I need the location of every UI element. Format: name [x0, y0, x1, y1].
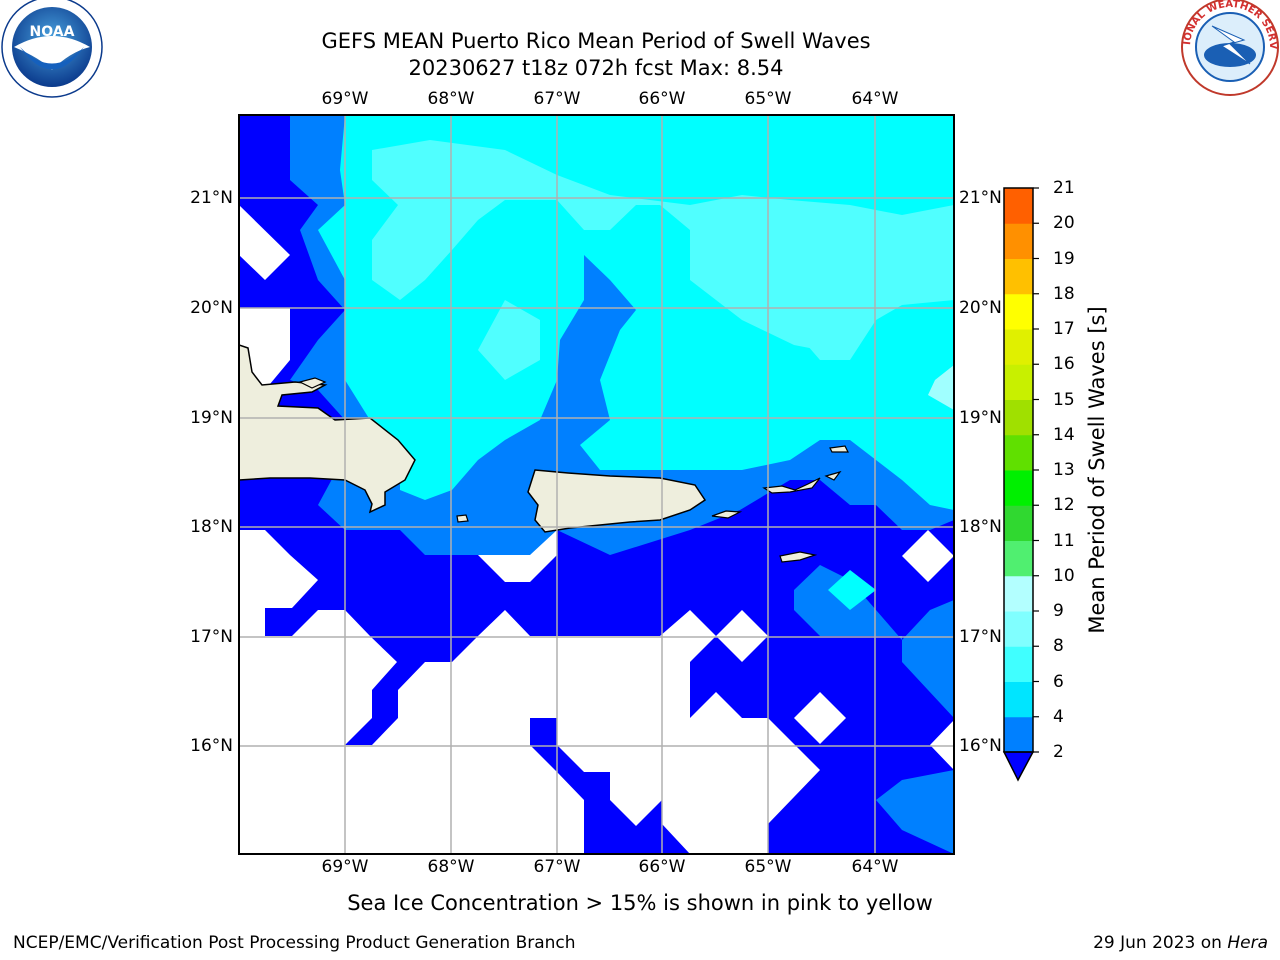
- colorbar-tick-label: 19: [1053, 248, 1075, 269]
- contour-6-8-mid: [478, 300, 540, 380]
- chart-title: GEFS MEAN Puerto Rico Mean Period of Swe…: [321, 29, 871, 53]
- lon-label-top-69w: 69°W: [321, 89, 369, 109]
- colorbar-segment: [1004, 505, 1033, 541]
- chart-subtitle-forecast: 20230627 t18z 072h fcst Max: 8.54: [408, 56, 784, 80]
- colorbar-tick-label: 2: [1053, 742, 1064, 762]
- colorbar-tick-label: 16: [1053, 354, 1075, 375]
- lon-label-top-67w: 67°W: [533, 89, 581, 109]
- lon-label-top-66w: 66°W: [638, 89, 686, 109]
- land-puerto-rico: [527, 469, 707, 533]
- lat-label-right-19n: 19°N: [959, 408, 1002, 428]
- lon-label-top-64w: 64°W: [851, 89, 899, 109]
- colorbar-segment: [1004, 293, 1033, 330]
- graticule: [239, 115, 954, 854]
- colorbar-segment: [1004, 646, 1033, 682]
- colorbar-under-triangle: [1002, 751, 1035, 782]
- land-mona-island: [456, 514, 469, 523]
- nodata-region-south: [239, 530, 820, 854]
- lat-label-left-20n: 20°N: [190, 298, 233, 318]
- lat-label-right-21n: 21°N: [959, 188, 1002, 208]
- map-plot-area: [239, 115, 954, 854]
- colorbar-segment: [1004, 364, 1033, 400]
- colorbar-segment: [1004, 470, 1033, 506]
- sea-ice-note: Sea Ice Concentration > 15% is shown in …: [347, 891, 933, 915]
- lon-label-bottom-66w: 66°W: [638, 857, 686, 877]
- nws-logo: NATIONAL WEATHER SERVICE: [0, 0, 1279, 96]
- lat-label-left-18n: 18°N: [190, 517, 233, 537]
- colorbar-segment: [1004, 399, 1033, 436]
- contour-8-9: [928, 365, 954, 410]
- colorbar-tick-label: 13: [1053, 460, 1075, 480]
- lat-label-left-16n: 16°N: [190, 736, 233, 756]
- colorbar-tick-label: 12: [1053, 495, 1075, 516]
- contour-6-8-north: [794, 300, 876, 360]
- colorbar-segment: [1004, 681, 1033, 718]
- colorbar-tick-label: 15: [1053, 389, 1075, 410]
- colorbar-tick-label: 10: [1053, 565, 1075, 586]
- colorbar-tick-label: 14: [1053, 424, 1075, 445]
- nodata-region-sw-strip: [930, 720, 954, 770]
- date-text: 29 Jun 2023 on: [1093, 933, 1228, 953]
- lat-label-left-21n: 21°N: [190, 188, 233, 208]
- colorbar-tick-label: 11: [1053, 530, 1075, 551]
- contour-2-4-se-corner: [876, 770, 954, 854]
- land-turks-caicos: [298, 377, 327, 389]
- colorbar-segment: [1004, 223, 1033, 259]
- colorbar: [1002, 187, 1039, 782]
- colorbar-segment: [1004, 575, 1033, 612]
- lon-label-bottom-69w: 69°W: [321, 857, 369, 877]
- colorbar-tick-label: 18: [1053, 283, 1075, 304]
- nodata-region-diamond-mid: [716, 610, 768, 662]
- map-frame: [238, 114, 955, 855]
- contour-6-8: [372, 140, 954, 350]
- colorbar-tick-label: 20: [1053, 213, 1075, 234]
- land-anegada: [829, 445, 849, 453]
- colorbar-segment: [1004, 258, 1033, 295]
- colorbar-segment: [1004, 611, 1033, 647]
- lon-label-bottom-68w: 68°W: [427, 857, 475, 877]
- date-stamp: 29 Jun 2023 on Hera: [1093, 933, 1268, 953]
- nodata-region-diamond-east: [902, 530, 954, 582]
- colorbar-tick-label: 17: [1053, 319, 1075, 339]
- lon-label-bottom-67w: 67°W: [533, 857, 581, 877]
- credit-line: NCEP/EMC/Verification Post Processing Pr…: [13, 933, 576, 953]
- lat-label-left-17n: 17°N: [190, 627, 233, 647]
- contour-4-6-island: [828, 570, 876, 610]
- svg-text:NATIONAL WEATHER SERVICE: NATIONAL WEATHER SERVICE: [0, 0, 1278, 50]
- lat-label-right-18n: 18°N: [959, 517, 1002, 537]
- lon-label-bottom-64w: 64°W: [851, 857, 899, 877]
- colorbar-title: Mean Period of Swell Waves [s]: [1085, 306, 1109, 634]
- colorbar-tick-label: 9: [1053, 601, 1064, 621]
- lat-label-right-16n: 16°N: [959, 736, 1002, 756]
- noaa-logo: NOAA: [1, 0, 103, 98]
- nodata-region-west-top: [239, 205, 290, 280]
- colorbar-tick-label: 4: [1053, 706, 1064, 727]
- colorbar-segment: [1004, 540, 1033, 577]
- colorbar-segment: [1004, 188, 1033, 224]
- lon-label-top-65w: 65°W: [744, 89, 792, 109]
- lat-label-left-19n: 19°N: [190, 408, 233, 428]
- nodata-region-diamond-se: [794, 692, 846, 744]
- contour-2-4-southeast: [794, 565, 954, 718]
- lon-label-bottom-65w: 65°W: [744, 857, 792, 877]
- lat-label-right-17n: 17°N: [959, 627, 1002, 647]
- nws-ring-text: NATIONAL WEATHER SERVICE: [0, 0, 1278, 50]
- land-virgin-islands: [762, 477, 821, 494]
- colorbar-tick-label: 6: [1053, 671, 1064, 692]
- lat-label-right-20n: 20°N: [959, 298, 1002, 318]
- colorbar-segment: [1004, 434, 1033, 471]
- land-small-keys: [824, 470, 842, 481]
- colorbar-segment: [1004, 716, 1033, 753]
- machine-name: Hera: [1227, 933, 1268, 953]
- colorbar-tick-label: 8: [1053, 636, 1064, 657]
- colorbar-tick-label: 21: [1053, 178, 1075, 198]
- lon-label-top-68w: 68°W: [427, 89, 475, 109]
- noaa-logo-text: NOAA: [30, 24, 75, 40]
- colorbar-segment: [1004, 329, 1033, 365]
- land-vieques: [711, 510, 743, 519]
- land-st-croix: [779, 551, 818, 563]
